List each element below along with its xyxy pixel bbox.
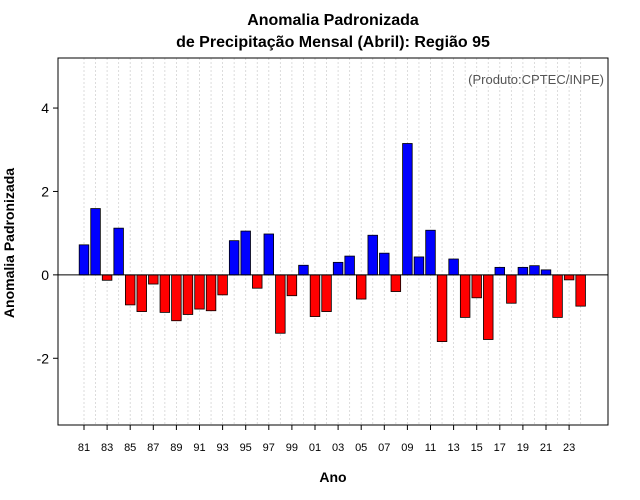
bar-14 — [459, 274, 471, 318]
bar-23 — [563, 274, 575, 281]
bar-02 — [321, 274, 332, 312]
bar-87 — [148, 274, 159, 285]
y-tick-label: 0 — [41, 267, 49, 283]
x-tick-label: 89 — [170, 442, 182, 454]
bar-99 — [286, 274, 298, 297]
bar-95 — [240, 230, 251, 276]
x-tick-label: 81 — [78, 442, 90, 454]
bar-88 — [159, 274, 171, 313]
x-tick-label: 15 — [471, 442, 483, 454]
x-tick-label: 11 — [425, 442, 436, 454]
y-axis-label: Anomalia Padronizada — [1, 168, 17, 318]
bars — [78, 143, 586, 342]
x-tick-label: 17 — [494, 442, 506, 454]
x-tick-label: 09 — [401, 442, 413, 454]
bar-83 — [101, 274, 113, 281]
bar-15 — [471, 274, 482, 299]
bar-81 — [78, 244, 90, 276]
x-tick-label: 97 — [263, 442, 275, 454]
credit-label: (Produto:CPTEC/INPE) — [468, 72, 604, 87]
x-tick-label: 99 — [286, 442, 298, 454]
bar-97 — [263, 233, 275, 276]
x-tick-label: 93 — [216, 442, 228, 454]
x-tick-label: 21 — [540, 442, 552, 454]
x-axis-label: Ano — [319, 469, 346, 485]
x-tick-label: 85 — [124, 442, 136, 454]
bar-94 — [228, 240, 240, 276]
bar-00 — [298, 264, 309, 276]
bar-24 — [575, 274, 586, 307]
bar-07 — [379, 252, 390, 276]
x-tick-label: 83 — [101, 442, 113, 454]
bar-10 — [413, 256, 425, 276]
bar-91 — [194, 274, 205, 310]
x-axis: 81 83 85 87 89 91 93 95 97 99 01 03 05 07 09 11 13 15 17 19… — [78, 425, 575, 454]
bar-98 — [275, 274, 286, 334]
bar-92 — [205, 274, 217, 312]
bar-89 — [171, 274, 182, 322]
x-tick-label: 13 — [447, 442, 459, 454]
bar-21 — [540, 269, 552, 276]
plot-frame — [57, 57, 609, 426]
bar-96 — [252, 274, 263, 289]
chart-title-line2: de Precipitação Mensal (Abril): Região 9… — [176, 34, 490, 51]
bar-19 — [517, 266, 529, 276]
y-axis: -2 0 2 4 — [37, 100, 58, 366]
bar-22 — [552, 274, 563, 318]
y-tick-label: 2 — [41, 183, 49, 199]
bar-16 — [483, 274, 494, 340]
bar-06 — [367, 234, 378, 276]
bar-05 — [355, 274, 367, 300]
bar-01 — [309, 274, 321, 317]
x-tick-label: 07 — [378, 442, 390, 454]
bar-03 — [332, 261, 344, 276]
x-tick-label: 01 — [309, 442, 321, 454]
bar-12 — [436, 274, 448, 342]
bar-82 — [90, 208, 101, 276]
bar-86 — [136, 274, 147, 312]
y-tick-label: 4 — [41, 100, 49, 116]
bar-09 — [402, 143, 413, 276]
bar-85 — [125, 274, 136, 306]
bar-90 — [182, 274, 194, 315]
x-tick-label: 23 — [563, 442, 575, 454]
grid-lines — [83, 58, 582, 425]
y-tick-label: -2 — [37, 350, 50, 366]
x-tick-label: 91 — [193, 442, 205, 454]
bar-18 — [506, 274, 517, 304]
x-tick-label: 05 — [355, 442, 367, 454]
chart-title-line1: Anomalia Padronizada — [247, 12, 419, 29]
x-tick-label: 87 — [147, 442, 159, 454]
bar-13 — [448, 258, 459, 276]
bar-11 — [425, 229, 436, 276]
bar-08 — [390, 274, 402, 292]
x-tick-label: 03 — [332, 442, 344, 454]
bar-04 — [344, 255, 355, 276]
bar-93 — [217, 274, 228, 296]
bar-17 — [494, 266, 506, 276]
x-tick-label: 19 — [517, 442, 529, 454]
x-tick-label: 95 — [240, 442, 252, 454]
bar-20 — [529, 265, 540, 276]
bar-84 — [113, 227, 124, 276]
